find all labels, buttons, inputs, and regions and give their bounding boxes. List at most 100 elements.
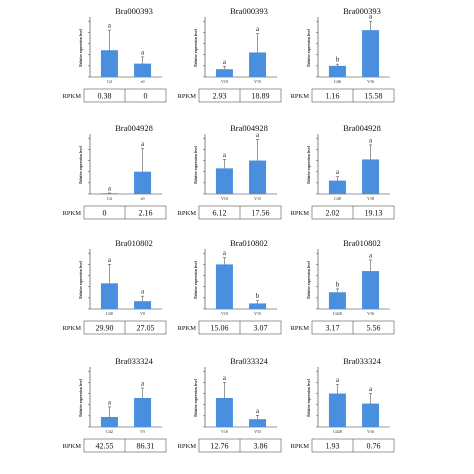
significance-letter: a — [223, 249, 227, 257]
y-axis-label: Relative expression level — [194, 379, 198, 416]
bar-1 — [100, 283, 118, 309]
rpkm-value: 0 — [103, 209, 107, 218]
bar-2 — [249, 52, 267, 77]
bar-1 — [328, 292, 346, 309]
rpkm-value: 0.76 — [367, 442, 381, 451]
significance-letter: a — [369, 385, 373, 393]
chart-panel-5: Bra004928 Relative expression level a V10 a V… — [178, 123, 282, 220]
chart-panel-4: Bra004928 Relative expression level a Ctl a v… — [63, 123, 167, 220]
chart-title: Bra004928 — [343, 123, 381, 133]
y-axis-label: Relative expression level — [307, 29, 311, 66]
x-tick-label: V16 — [221, 429, 228, 434]
x-tick-label: Ctl2 — [106, 429, 113, 434]
chart-panel-2: Bra000393 Relative expression level a V10 a V… — [178, 6, 282, 103]
x-tick-label: V16 — [367, 429, 374, 434]
rpkm-value: 1.16 — [326, 92, 340, 101]
bar-1 — [215, 398, 233, 427]
y-axis-label: Relative expression level — [307, 146, 311, 183]
bar-1 — [328, 65, 346, 77]
rpkm-label: RPKM — [291, 325, 310, 332]
chart-panel-3: Bra000393 Relative expression level b Ctl6 a… — [291, 6, 395, 103]
x-tick-label: V10 — [221, 196, 228, 201]
bar-1 — [215, 69, 233, 77]
significance-letter: a — [223, 151, 227, 159]
bar-2 — [249, 419, 267, 427]
bar-1 — [215, 264, 233, 309]
y-axis-label: Relative expression level — [194, 261, 198, 298]
chart-panel-12: Bra033324 Relative expression level a Ctl28… — [291, 356, 395, 453]
significance-letter: a — [108, 398, 112, 406]
bar-1 — [328, 393, 346, 427]
significance-letter: b — [336, 56, 340, 64]
rpkm-label: RPKM — [63, 210, 82, 217]
x-tick-label: V15 — [254, 79, 261, 84]
chart-title: Bra010802 — [115, 238, 153, 248]
bar-2 — [249, 160, 267, 194]
rpkm-label: RPKM — [291, 93, 310, 100]
bar-1 — [328, 180, 346, 194]
x-tick-label: V15 — [254, 311, 261, 316]
rpkm-label: RPKM — [178, 93, 197, 100]
bar-1 — [100, 50, 118, 77]
bar-1 — [215, 168, 233, 194]
rpkm-value: 17.56 — [252, 209, 270, 218]
x-tick-label: V18 — [367, 196, 374, 201]
chart-title: Bra033324 — [343, 356, 382, 366]
rpkm-value: 29.90 — [96, 324, 114, 333]
chart-title: Bra004928 — [115, 123, 153, 133]
x-tick-label: V0 — [140, 311, 145, 316]
y-axis-label: Relative expression level — [79, 146, 83, 183]
y-axis-label: Relative expression level — [79, 379, 83, 416]
chart-title: Bra010802 — [230, 238, 268, 248]
significance-letter: a — [108, 22, 112, 30]
bar-2 — [134, 301, 152, 309]
chart-title: Bra000393 — [115, 6, 153, 16]
significance-letter: a — [141, 140, 145, 148]
chart-title: Bra033324 — [230, 356, 269, 366]
bar-2 — [362, 403, 380, 427]
x-tick-label: V15 — [254, 196, 261, 201]
rpkm-value: 5.56 — [367, 324, 381, 333]
significance-letter: a — [336, 168, 340, 176]
rpkm-label: RPKM — [63, 93, 82, 100]
significance-letter: a — [256, 25, 260, 33]
chart-title: Bra033324 — [115, 356, 154, 366]
significance-letter: a — [369, 136, 373, 144]
rpkm-value: 2.02 — [326, 209, 340, 218]
chart-panel-11: Bra033324 Relative expression level a V16 a V… — [178, 356, 282, 453]
x-tick-label: Ctl — [107, 79, 113, 84]
y-axis-label: Relative expression level — [194, 29, 198, 66]
chart-title: Bra000393 — [230, 6, 268, 16]
rpkm-value: 3.86 — [254, 442, 268, 451]
chart-panel-10: Bra033324 Relative expression level a Ctl2 a… — [63, 356, 167, 453]
significance-letter: a — [141, 288, 145, 296]
y-axis-label: Relative expression level — [307, 379, 311, 416]
chart-title: Bra004928 — [230, 123, 268, 133]
bar-2 — [362, 30, 380, 77]
chart-panel-7: Bra010802 Relative expression level a Ctl0 a… — [63, 238, 167, 335]
x-tick-label: v0 — [141, 79, 145, 84]
rpkm-value: 3.07 — [254, 324, 268, 333]
chart-panel-6: Bra004928 Relative expression level a Ctl8 a… — [291, 123, 395, 220]
bar-2 — [249, 303, 267, 309]
significance-letter: a — [223, 374, 227, 382]
x-tick-label: V16 — [367, 311, 374, 316]
x-tick-label: Ctl — [107, 196, 113, 201]
bar-1 — [100, 193, 118, 194]
bar-1 — [100, 416, 118, 427]
bar-2 — [134, 171, 152, 194]
bar-2 — [362, 271, 380, 309]
significance-letter: a — [369, 251, 373, 259]
chart-panel-8: Bra010802 Relative expression level a V10 b V… — [178, 238, 282, 335]
rpkm-value: 15.58 — [365, 92, 383, 101]
x-tick-label: Ctl0 — [106, 311, 113, 316]
rpkm-label: RPKM — [63, 325, 82, 332]
significance-letter: a — [256, 407, 260, 415]
chart-panel-1: Bra000393 Relative expression level a Ctl a v… — [63, 6, 167, 103]
significance-letter: a — [336, 376, 340, 384]
rpkm-value: 3.17 — [326, 324, 340, 333]
rpkm-value: 86.31 — [137, 442, 155, 451]
significance-letter: b — [256, 292, 260, 300]
rpkm-value: 19.13 — [365, 209, 383, 218]
